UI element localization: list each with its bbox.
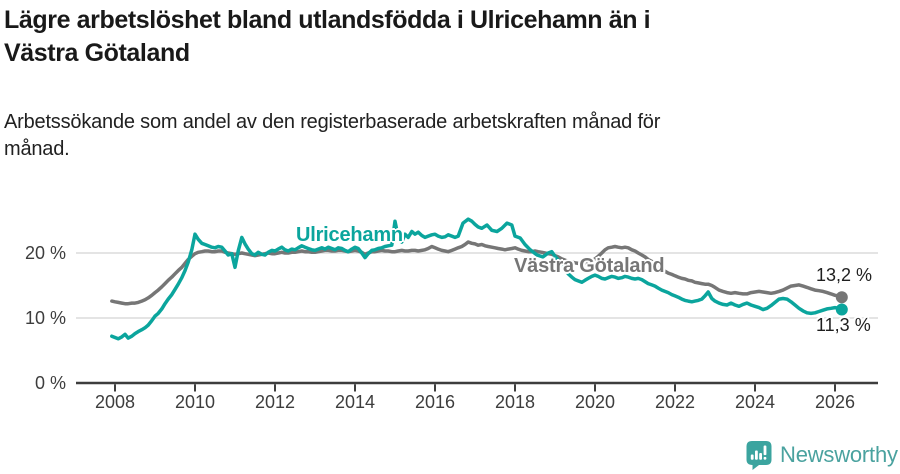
logo-exclamation-dot <box>763 456 767 460</box>
page-title: Lägre arbetslöshet bland utlandsfödda i … <box>4 4 888 70</box>
series-line-ulricehamn <box>110 217 844 341</box>
series-line-v-stra-g-taland <box>110 240 844 306</box>
series-label-vastra-gotaland: Västra Götaland <box>514 255 665 277</box>
y-tick-label-20: 20 % <box>24 243 66 263</box>
newsworthy-brand-text: Newsworthy <box>780 442 898 467</box>
x-tick-label-2018: 2018 <box>494 392 536 412</box>
x-tick-label-2008: 2008 <box>94 392 136 412</box>
y-tick-label-10: 10 % <box>24 308 66 328</box>
x-tick-label-2010: 2010 <box>174 392 216 412</box>
x-tick-label-2024: 2024 <box>734 392 776 412</box>
x-tick-label-2022: 2022 <box>654 392 696 412</box>
chart-subtitle: Arbetssökande som andel av den registerb… <box>4 109 888 163</box>
x-tick-label-2026: 2026 <box>814 392 856 412</box>
logo-exclamation-bar <box>763 445 767 455</box>
end-dot-ulricehamn <box>835 303 848 316</box>
x-tick-label-2016: 2016 <box>414 392 456 412</box>
page-title-line-2: Västra Götaland <box>4 39 190 67</box>
page-title-line-1: Lägre arbetslöshet bland utlandsfödda i … <box>4 6 651 34</box>
logo-bar-chart-glyph <box>750 445 767 460</box>
series-label-ulricehamn: Ulricehamn <box>296 224 403 246</box>
x-tick-label-2020: 2020 <box>574 392 616 412</box>
chart-subtitle-line-2: månad. <box>4 138 70 160</box>
chart-subtitle-line-1: Arbetssökande som andel av den registerb… <box>4 111 661 133</box>
end-value-label-ulricehamn: 11,3 % <box>816 315 871 335</box>
newsworthy-brand[interactable]: Newsworthy <box>746 440 898 470</box>
end-dot-v-stra-g-taland <box>835 291 848 304</box>
newsworthy-logo-icon <box>746 440 772 470</box>
end-value-label-vastra-gotaland: 13,2 % <box>816 265 873 285</box>
x-tick-label-2014: 2014 <box>334 392 376 412</box>
x-tick-label-2012: 2012 <box>254 392 296 412</box>
y-tick-label-0: 0 % <box>34 373 66 393</box>
